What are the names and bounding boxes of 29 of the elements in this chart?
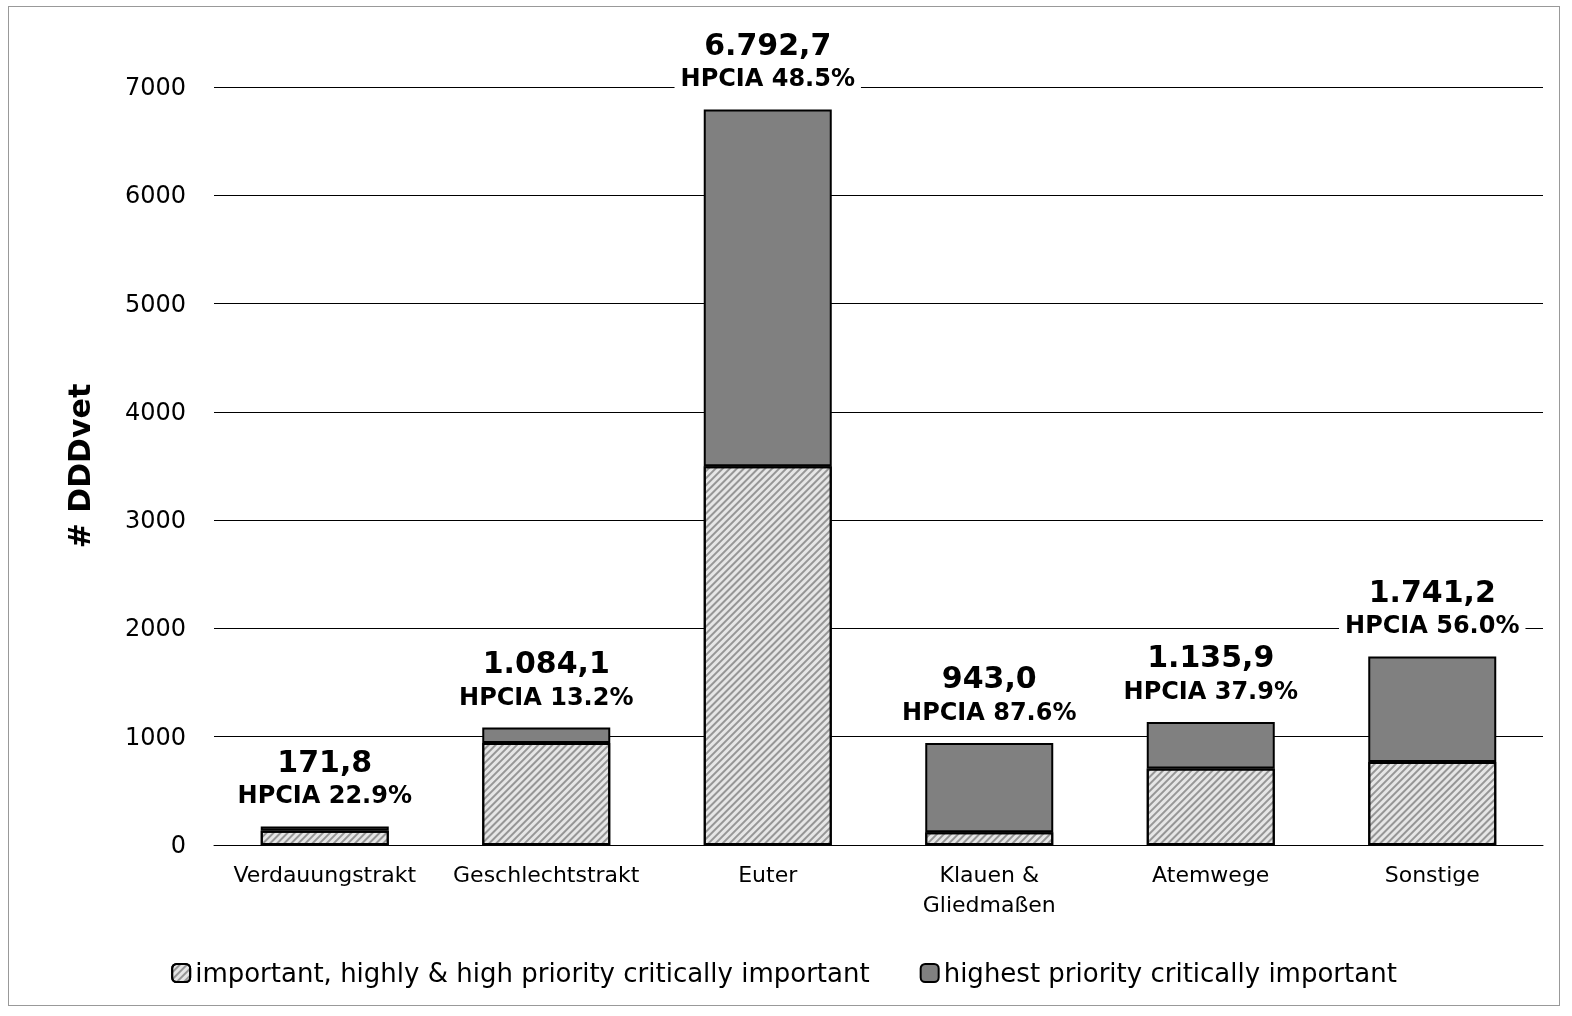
x-tick-label: Verdauungstrakt [233,861,417,887]
annotation: HPCIA 48.5% [680,64,855,93]
y-tick-label: 0 [170,831,186,859]
annotation: HPCIA 13.2% [459,682,634,711]
legend-label: important, highly & high priority critically important [195,958,870,988]
annotation: HPCIA 37.9% [1123,677,1298,705]
annotation: HPCIA 87.6% [902,697,1077,726]
total-label: 171,8 [277,743,373,779]
y-tick-label: 4000 [124,397,186,426]
annotation: HPCIA 22.9% [237,781,412,810]
total-label: 1.135,9 [1147,639,1275,675]
x-tick-label: Sonstige [1384,861,1480,887]
y-tick-label: 2000 [124,614,186,643]
y-axis-title: # DDDvet [61,383,97,549]
y-tick-label: 3000 [124,506,186,535]
legend-label: highest priority critically important [943,958,1397,988]
x-tick-label: Atemwege [1152,861,1270,887]
y-tick-label: 7000 [124,73,186,101]
y-tick-label: 1000 [124,722,186,751]
y-tick-label: 6000 [124,181,186,210]
x-tick-label: Geschlechtstrakt [453,861,640,887]
y-tick-label: 5000 [124,289,186,318]
total-label: 1.741,2 [1368,573,1496,609]
total-label: 943,0 [941,660,1037,696]
annotation: HPCIA 56.0% [1345,611,1520,640]
x-tick-label: Klauen & Gliedmaßen [922,861,1056,917]
total-label: 1.084,1 [482,645,610,681]
x-tick-label: Euter [738,861,799,887]
total-label: 6.792,7 [704,26,832,62]
